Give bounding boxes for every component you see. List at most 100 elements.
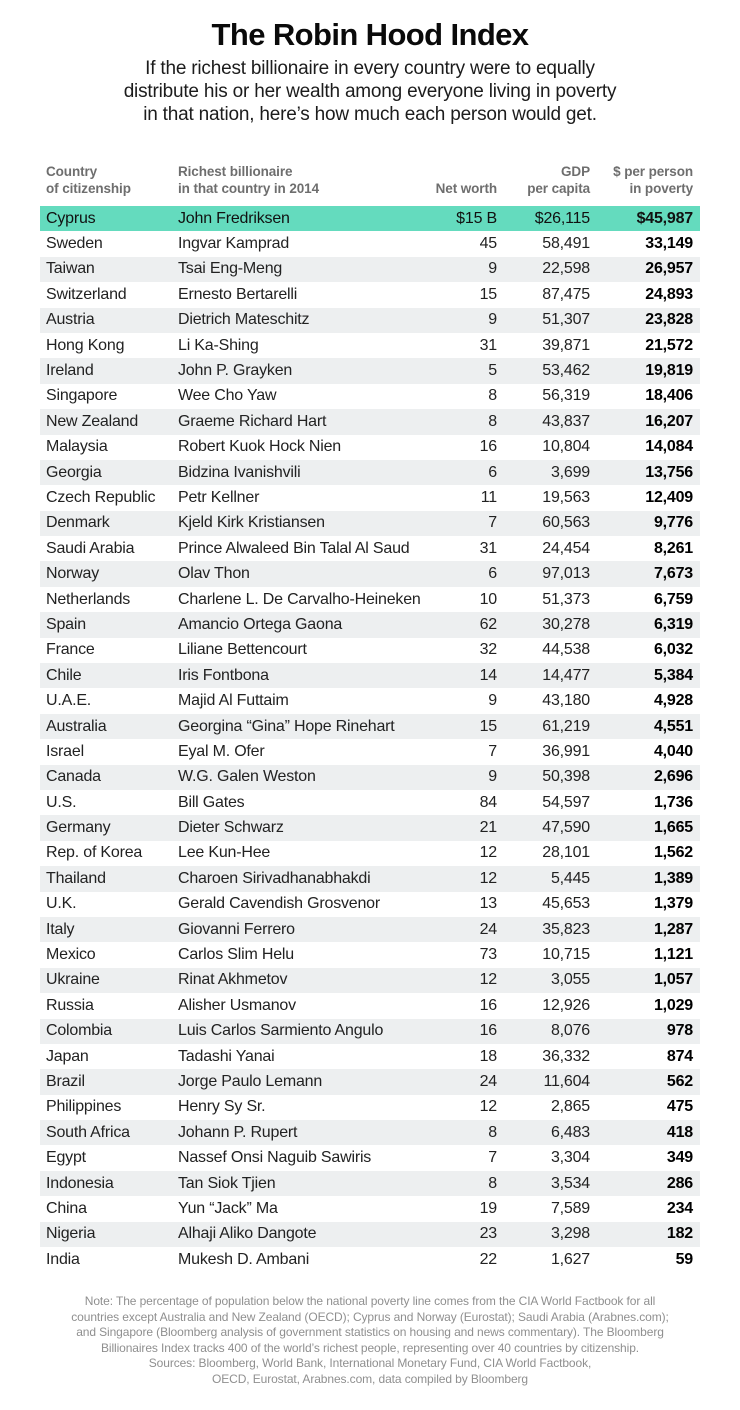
- column-header-line: Net worth: [435, 181, 497, 196]
- cell-gdp-per-capita: 61,219: [542, 717, 590, 735]
- column-header-billionaire: Richest billionaire in that country in 20…: [178, 163, 408, 206]
- cell-net-worth: 31: [479, 539, 498, 557]
- cell-country: Switzerland: [46, 285, 127, 303]
- cell-per-person-in-poverty: 349: [666, 1149, 693, 1167]
- cell-gdp-per-capita: 22,598: [542, 260, 590, 278]
- column-header-line: in that country in 2014: [178, 181, 319, 196]
- cell-country: Canada: [46, 768, 101, 786]
- column-header-per-person-in-poverty: $ per person in poverty: [590, 163, 700, 206]
- table-header: Country of citizenship Richest billionaire…: [40, 163, 700, 206]
- table-row: Canada W.G. Galen Weston 9 50,398 2,696: [40, 764, 700, 790]
- cell-net-worth: 84: [479, 793, 498, 811]
- table-row: Switzerland Ernesto Bertarelli 15 87,475 24,…: [40, 282, 700, 307]
- cell-net-worth: 15: [479, 285, 498, 303]
- cell-net-worth: 5: [488, 362, 497, 380]
- cell-gdp-per-capita: 10,804: [542, 438, 590, 456]
- cell-billionaire: Rinat Akhmetov: [178, 971, 288, 989]
- table-row: U.K. Gerald Cavendish Grosvenor 13 45,653 1,…: [40, 892, 700, 917]
- cell-gdp-per-capita: 45,653: [542, 895, 590, 913]
- cell-net-worth: 24: [479, 920, 498, 938]
- cell-net-worth: 8: [488, 1174, 497, 1192]
- cell-per-person-in-poverty: 9,776: [653, 514, 693, 532]
- cell-country: Austria: [46, 311, 95, 329]
- cell-net-worth: 73: [479, 946, 498, 964]
- cell-billionaire: Bill Gates: [178, 793, 245, 811]
- cell-net-worth: 8: [488, 412, 497, 430]
- cell-per-person-in-poverty: 16,207: [645, 412, 693, 430]
- table-row: Philippines Henry Sy Sr. 12 2,865 475: [40, 1095, 700, 1120]
- cell-billionaire: John P. Grayken: [178, 362, 293, 380]
- cell-billionaire: W.G. Galen Weston: [178, 768, 316, 786]
- cell-country: Japan: [46, 1047, 89, 1065]
- cell-per-person-in-poverty: 234: [666, 1199, 693, 1217]
- cell-billionaire: Bidzina Ivanishvili: [178, 463, 301, 481]
- cell-country: Israel: [46, 742, 84, 760]
- cell-country: Thailand: [46, 869, 106, 887]
- cell-per-person-in-poverty: 6,319: [653, 615, 693, 633]
- table-row: Sweden Ingvar Kamprad 45 58,491 33,149: [40, 231, 700, 256]
- cell-net-worth: 12: [479, 1098, 498, 1116]
- cell-country: Sweden: [46, 235, 103, 253]
- cell-per-person-in-poverty: 182: [666, 1225, 693, 1243]
- cell-gdp-per-capita: 43,837: [542, 412, 590, 430]
- cell-billionaire: Kjeld Kirk Kristiansen: [178, 514, 325, 532]
- cell-billionaire: Robert Kuok Hock Nien: [178, 438, 341, 456]
- table-row: Austria Dietrich Mateschitz 9 51,307 23,828: [40, 307, 700, 333]
- column-header-country: Country of citizenship: [40, 163, 178, 206]
- cell-per-person-in-poverty: 1,057: [653, 971, 693, 989]
- cell-net-worth: 6: [488, 463, 497, 481]
- table-row: Indonesia Tan Siok Tjien 8 3,534 286: [40, 1170, 700, 1197]
- cell-per-person-in-poverty: 475: [666, 1098, 693, 1116]
- cell-billionaire: Yun “Jack” Ma: [178, 1199, 278, 1217]
- cell-billionaire: Prince Alwaleed Bin Talal Al Saud: [178, 539, 410, 557]
- cell-per-person-in-poverty: 24,893: [645, 285, 693, 303]
- cell-gdp-per-capita: $26,115: [534, 209, 590, 227]
- cell-per-person-in-poverty: $45,987: [636, 209, 694, 227]
- table-row: Georgia Bidzina Ivanishvili 6 3,699 13,756: [40, 459, 700, 486]
- cell-billionaire: Petr Kellner: [178, 488, 260, 506]
- cell-per-person-in-poverty: 1,287: [653, 920, 693, 938]
- table-body: Cyprus John Fredriksen $15 B $26,115 $45,987…: [40, 206, 700, 1272]
- cell-billionaire: Carlos Slim Helu: [178, 946, 294, 964]
- cell-per-person-in-poverty: 21,572: [645, 336, 693, 354]
- cell-net-worth: 23: [479, 1225, 498, 1243]
- footnote: Note: The percentage of population below…: [0, 1294, 740, 1387]
- cell-country: Czech Republic: [46, 488, 156, 506]
- cell-net-worth: 13: [479, 895, 498, 913]
- cell-billionaire: Charlene L. De Carvalho-Heineken: [178, 590, 421, 608]
- table-row: Czech Republic Petr Kellner 11 19,563 12,409: [40, 485, 700, 510]
- cell-net-worth: 45: [479, 235, 498, 253]
- cell-net-worth: 32: [479, 641, 498, 659]
- footnote-line: OECD, Eurostat, Arabnes.com, data compil…: [212, 1371, 528, 1386]
- cell-billionaire: Ingvar Kamprad: [178, 235, 290, 253]
- cell-country: Spain: [46, 615, 86, 633]
- table-row: Australia Georgina “Gina” Hope Rinehart 15…: [40, 713, 700, 740]
- cell-country: China: [46, 1199, 87, 1217]
- cell-billionaire: Olav Thon: [178, 565, 250, 583]
- table-row: Germany Dieter Schwarz 21 47,590 1,665: [40, 815, 700, 841]
- column-header-line: in poverty: [629, 181, 693, 196]
- cell-gdp-per-capita: 39,871: [542, 336, 590, 354]
- cell-gdp-per-capita: 7,589: [550, 1199, 590, 1217]
- table-row: India Mukesh D. Ambani 22 1,627 59: [40, 1247, 700, 1272]
- cell-country: Denmark: [46, 514, 110, 532]
- column-header-line: GDP: [561, 164, 590, 179]
- cell-country: Singapore: [46, 387, 118, 405]
- table-row: China Yun “Jack” Ma 19 7,589 234: [40, 1196, 700, 1221]
- cell-country: Rep. of Korea: [46, 844, 143, 862]
- cell-per-person-in-poverty: 14,084: [645, 438, 693, 456]
- cell-gdp-per-capita: 53,462: [542, 362, 590, 380]
- cell-gdp-per-capita: 3,699: [550, 463, 590, 481]
- cell-billionaire: Iris Fontbona: [178, 666, 269, 684]
- column-header-line: of citizenship: [46, 181, 131, 196]
- cell-net-worth: 8: [488, 1123, 497, 1141]
- table-row: Russia Alisher Usmanov 16 12,926 1,029: [40, 993, 700, 1018]
- cell-billionaire: Ernesto Bertarelli: [178, 285, 298, 303]
- footnote-line: Sources: Bloomberg, World Bank, Internat…: [148, 1356, 592, 1371]
- cell-country: Italy: [46, 920, 75, 938]
- table-row: Spain Amancio Ortega Gaona 62 30,278 6,319: [40, 612, 700, 638]
- subtitle-line: If the richest billionaire in every coun…: [145, 58, 595, 79]
- table-row: Italy Giovanni Ferrero 24 35,823 1,287: [40, 916, 700, 943]
- cell-net-worth: 22: [479, 1250, 498, 1268]
